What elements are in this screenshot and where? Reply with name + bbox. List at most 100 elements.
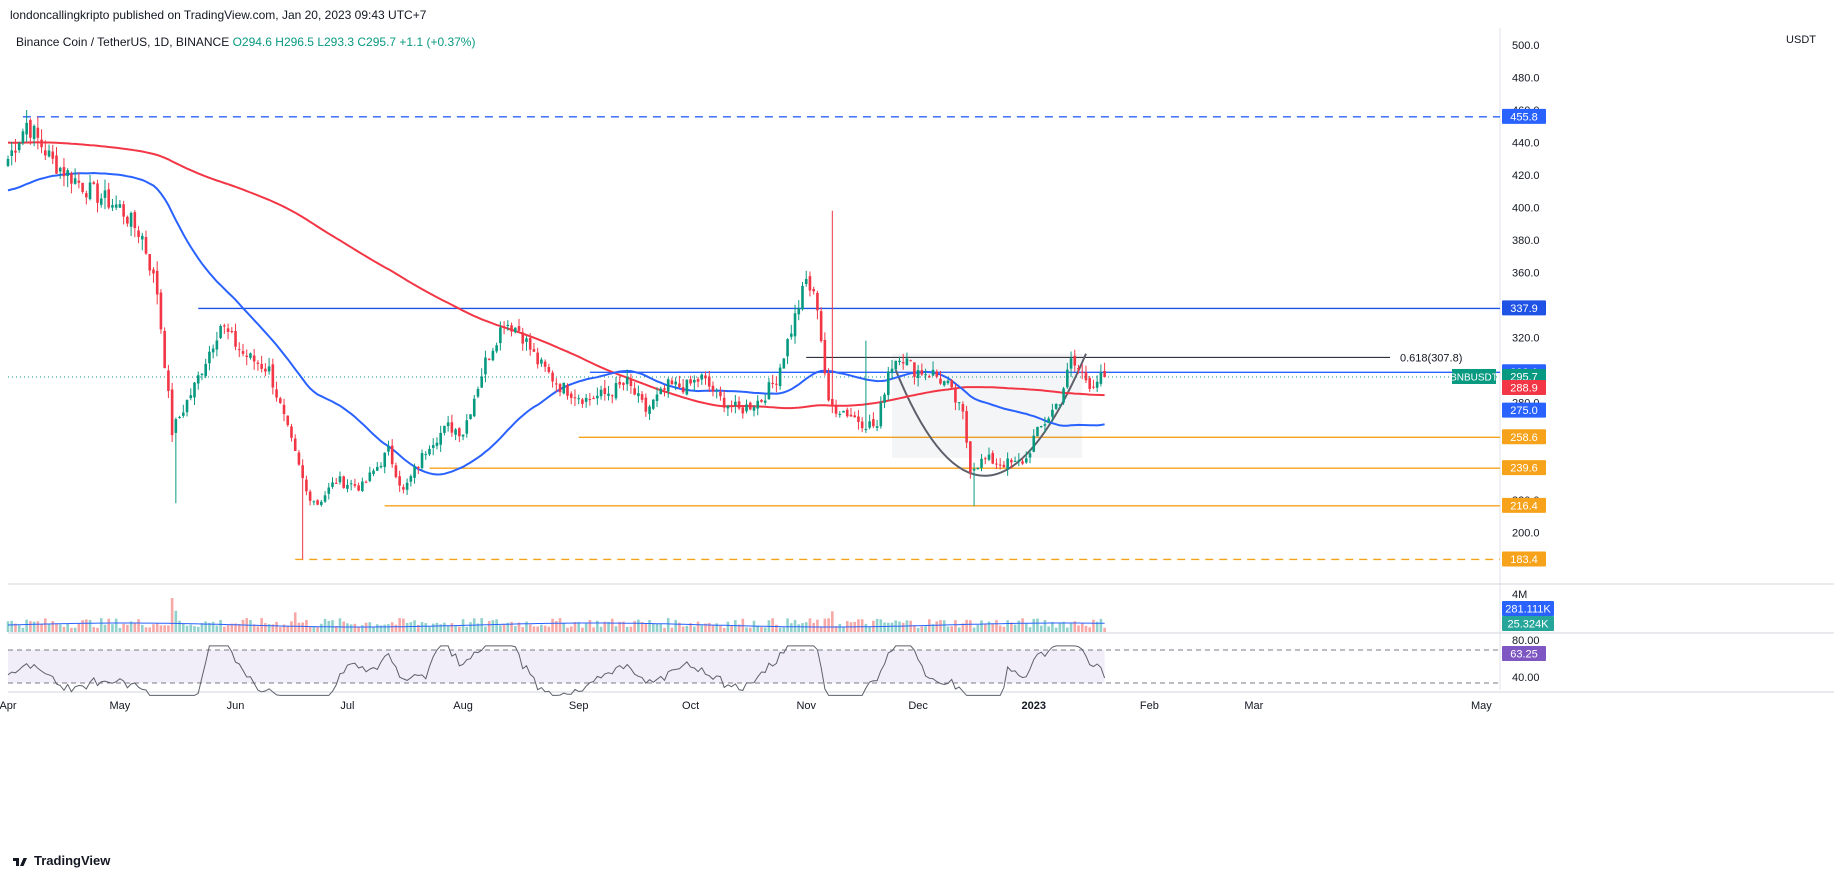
candle-body <box>249 353 252 358</box>
volume-bar <box>573 621 577 632</box>
candle-body <box>469 414 472 420</box>
x-tick-label: Mar <box>1244 700 1263 712</box>
volume-bar <box>592 627 595 632</box>
volume-bar <box>566 627 569 632</box>
symbol-name[interactable]: Binance Coin / TetherUS, 1D, BINANCE <box>16 35 230 49</box>
volume-bar <box>92 627 96 632</box>
candle-body <box>297 452 301 465</box>
candle-body <box>584 397 588 402</box>
candle-body <box>651 399 655 409</box>
volume-bar <box>32 621 36 632</box>
candle-body <box>1010 459 1013 463</box>
volume-bar <box>252 624 256 632</box>
volume-bar <box>931 624 935 632</box>
volume-bar <box>510 622 513 632</box>
volume-bar <box>823 618 827 632</box>
candle-body <box>196 375 200 384</box>
volume-bar <box>62 626 66 632</box>
volume-bar <box>428 626 431 632</box>
volume-bar <box>659 624 663 632</box>
volume-bar <box>819 626 823 632</box>
candle-body <box>547 367 551 373</box>
candle-body <box>323 495 327 502</box>
candle-body <box>942 381 946 386</box>
volume-bar <box>786 618 789 632</box>
high-value: H296.5 <box>275 35 314 49</box>
candle-body <box>666 379 670 392</box>
candle-body <box>622 382 625 385</box>
volume-bar <box>29 621 32 632</box>
volume-bar <box>920 626 924 632</box>
volume-bar <box>323 618 327 632</box>
tradingview-logo[interactable]: TradingView <box>12 853 110 868</box>
x-tick-label: Oct <box>682 700 699 712</box>
volume-bar <box>454 625 457 632</box>
candle-body <box>972 468 976 471</box>
candle-body <box>152 269 155 274</box>
volume-badge-bg <box>1502 601 1554 616</box>
candle-body <box>823 340 827 374</box>
volume-bar <box>890 622 894 632</box>
level-badge-bg <box>1502 497 1546 513</box>
candle-body <box>420 453 424 469</box>
candle-body <box>133 212 137 229</box>
volume-bar <box>25 619 28 632</box>
volume-bar <box>305 619 308 632</box>
candle-body <box>252 355 256 362</box>
volume-bar <box>148 627 152 632</box>
candle-body <box>256 362 260 364</box>
candle-body <box>935 371 939 377</box>
candle-body <box>879 402 883 427</box>
candle-body <box>1039 426 1043 428</box>
candle-body <box>170 389 174 436</box>
candle-body <box>267 366 271 372</box>
volume-bar <box>700 625 704 632</box>
volume-bar <box>995 620 998 632</box>
candle-body <box>215 340 219 350</box>
volume-bar <box>379 625 383 632</box>
volume-bar <box>152 624 155 632</box>
price-badge: 288.9 <box>1510 383 1538 395</box>
y-tick-label: 320.0 <box>1512 333 1540 345</box>
candle-body <box>640 394 644 400</box>
volume-bar <box>316 626 319 632</box>
candle-body <box>890 368 894 374</box>
candle-body <box>659 388 663 395</box>
candle-body <box>569 393 573 398</box>
volume-bar <box>77 623 81 632</box>
volume-bar <box>140 624 144 632</box>
volume-bar <box>868 626 871 632</box>
volume-bar <box>1099 618 1103 632</box>
volume-bar <box>693 626 696 632</box>
candle-body <box>439 432 442 445</box>
volume-bar <box>901 622 905 632</box>
candle-body <box>513 327 517 333</box>
candle-body <box>372 470 375 475</box>
volume-bar <box>88 619 92 632</box>
candle-body <box>301 465 304 479</box>
volume-bar <box>771 618 774 632</box>
candle-body <box>70 173 73 184</box>
rsi-badge: 63.25 <box>1510 649 1538 661</box>
volume-bar <box>286 626 290 632</box>
candle-body <box>812 289 815 292</box>
candle-body <box>342 476 345 488</box>
volume-bar <box>237 624 241 632</box>
volume-bar <box>137 619 140 632</box>
volume-bar <box>223 626 226 632</box>
level-badge: 239.6 <box>1510 463 1538 475</box>
candle-body <box>85 193 88 198</box>
volume-bar <box>625 626 629 632</box>
candle-body <box>998 464 1002 466</box>
candle-body <box>610 395 614 397</box>
tradingview-logo-icon <box>13 857 27 866</box>
candle-body <box>1077 367 1080 370</box>
candle-body <box>1013 460 1017 462</box>
candle-body <box>771 382 774 384</box>
candle-body <box>991 453 995 464</box>
candle-body <box>801 285 804 310</box>
candle-body <box>957 402 961 404</box>
volume-group <box>6 598 1106 632</box>
y-tick-label: 480.0 <box>1512 73 1540 85</box>
